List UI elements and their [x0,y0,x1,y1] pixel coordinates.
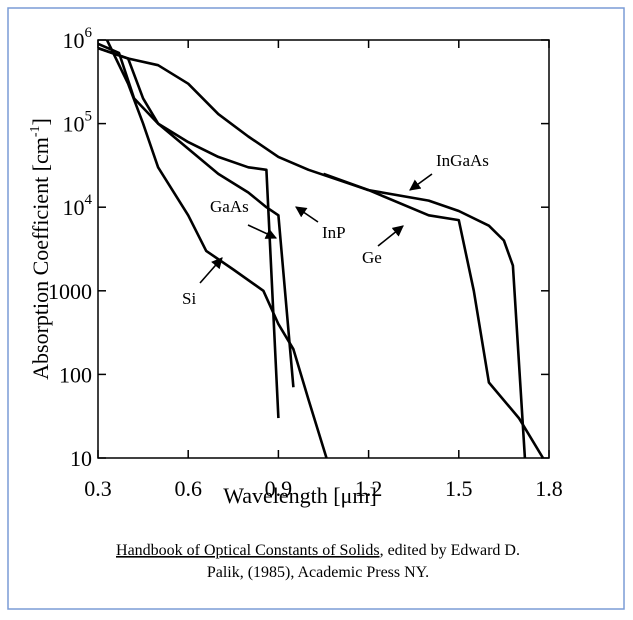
caption-title: Handbook of Optical Constants of Solids [116,542,380,559]
y-tick-exponent: 6 [85,25,93,41]
annotation-arrow [377,225,404,247]
y-tick-base: 10 [63,28,85,53]
annotation-arrow [409,173,433,191]
series-annotation: Ge [362,248,382,267]
y-tick-label: 100 [59,362,92,387]
x-axis-label: Wavelength [μm] [223,483,377,508]
caption-line1: Handbook of Optical Constants of Solids,… [116,542,520,559]
y-tick-label: 1000 [48,279,92,304]
x-tick-label: 0.9 [265,476,293,501]
annotation-arrow [247,224,278,239]
y-tick-exponent: 4 [85,192,93,208]
series-annotation: InP [322,223,346,242]
series-annotation: GaAs [210,197,249,216]
y-axis-label: Absorption Coefficient [cm-1] [28,118,53,380]
y-tick-label: 10 [70,446,92,471]
series-annotation: Si [182,289,196,308]
curve [98,46,545,458]
y-tick-label: 104 [63,192,93,220]
y-axis-label-main: Absorption Coefficient [cm [28,137,53,380]
y-tick-label: 106 [63,25,93,53]
y-tick-exponent: 5 [85,109,93,125]
x-tick-label: 1.8 [535,476,563,501]
curve [323,172,527,458]
curves [98,40,545,458]
x-tick-label: 1.2 [355,476,383,501]
x-tick-label: 0.6 [174,476,202,501]
frame [7,7,625,610]
curve [98,46,280,419]
y-axis-label-sup: -1 [28,125,43,137]
annotation-arrow [199,257,223,284]
annotation-arrow [295,206,319,223]
caption-line2: Palik, (1985), Academic Press NY. [207,564,429,581]
curve [98,42,295,388]
y-tick-label: 105 [63,109,93,137]
y-tick-base: 10 [63,195,85,220]
y-axis-label-end: ] [28,118,53,125]
y-tick-base: 10 [63,112,85,137]
caption-rest: , edited by Edward D. [380,542,520,559]
series-annotation: InGaAs [436,151,489,170]
x-tick-label: 0.3 [84,476,112,501]
plot-area [97,39,550,459]
x-tick-label: 1.5 [445,476,473,501]
